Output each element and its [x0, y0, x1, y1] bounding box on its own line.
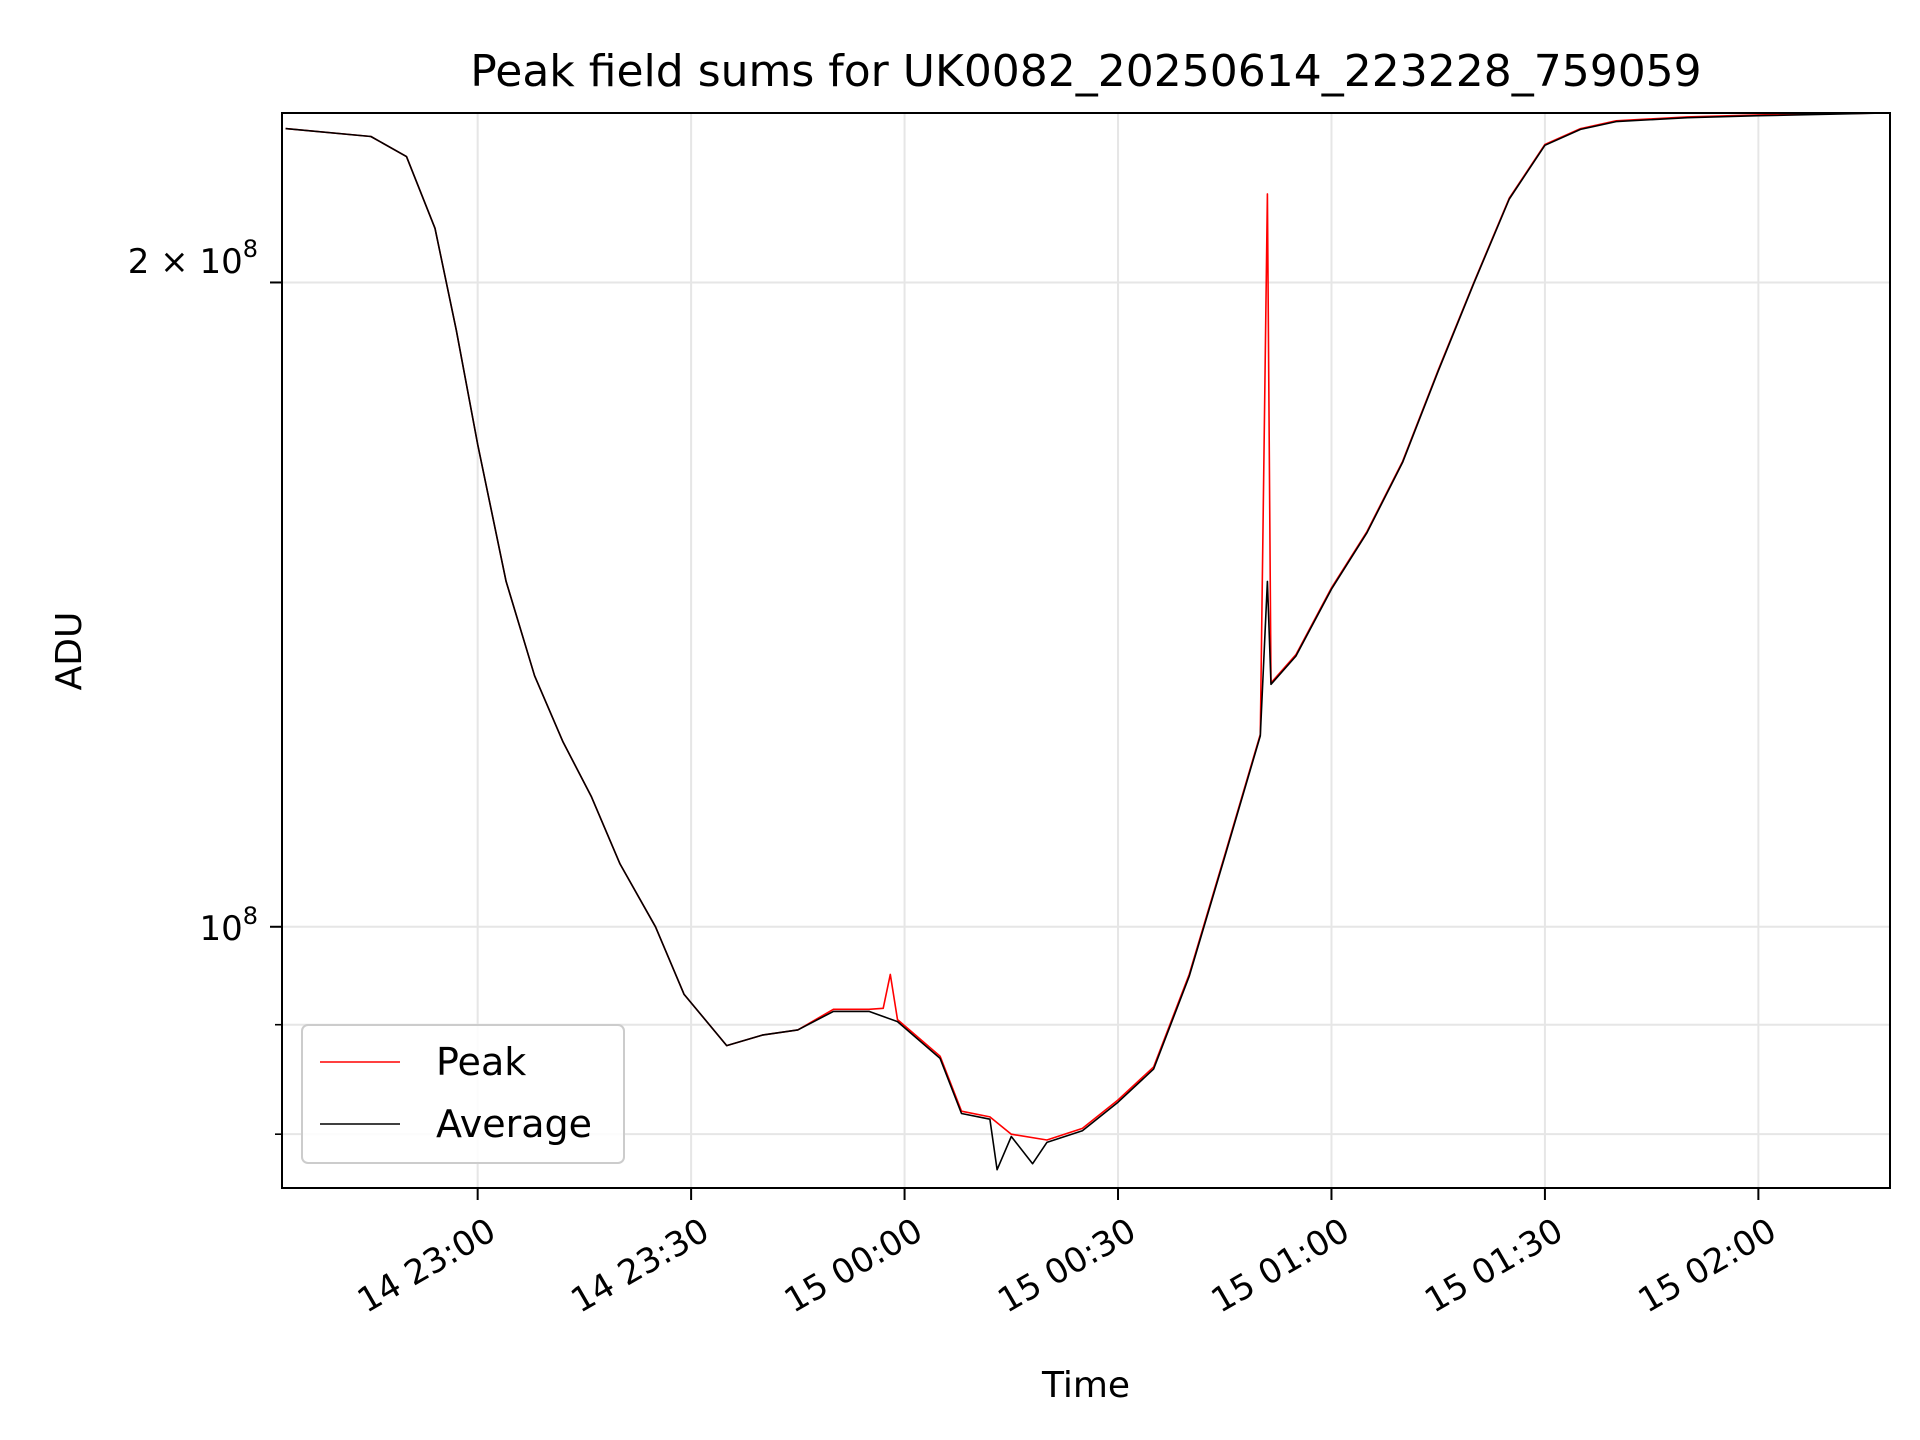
legend-label-peak: Peak — [436, 1040, 526, 1084]
series-line-average — [285, 112, 1887, 1171]
legend: Peak Average — [301, 1024, 625, 1164]
series-layer — [285, 112, 1887, 1171]
y-tick-label-1e8: 108 — [199, 902, 258, 949]
y-tick-label-2e8: 2 × 108 — [128, 235, 258, 282]
legend-box — [301, 1024, 625, 1164]
x-axis-label: Time — [1041, 1365, 1130, 1406]
plot-frame — [281, 112, 1891, 1189]
chart-title: Peak field sums for UK0082_20250614_2232… — [470, 46, 1701, 97]
y-axis — [270, 281, 282, 1135]
legend-label-average: Average — [436, 1102, 592, 1146]
y-axis-label: ADU — [49, 612, 90, 691]
